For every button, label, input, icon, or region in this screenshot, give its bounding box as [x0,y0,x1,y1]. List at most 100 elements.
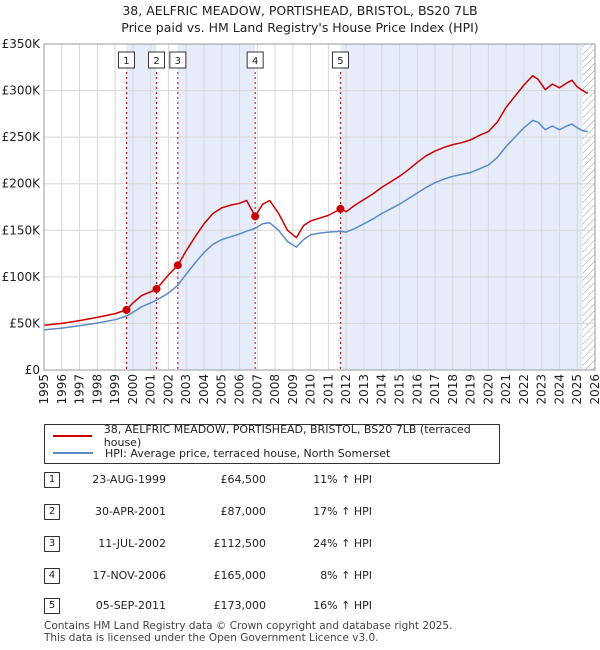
x-tick-label: 2018 [446,374,460,405]
y-tick-label: £50K [9,316,41,330]
sale-number-badge: 4 [44,568,60,584]
y-tick-label: £100K [2,270,42,284]
x-tick-label: 1996 [55,374,69,405]
x-tick-label: 1998 [90,374,104,405]
sale-marker-box-frame [117,51,135,69]
sale-price: £112,500 [213,537,267,550]
sale-point [173,261,182,270]
legend-label-price: 38, AELFRIC MEADOW, PORTISHEAD, BRISTOL,… [103,423,471,449]
y-tick-label: £250K [2,130,42,144]
sale-number-badge: 5 [44,598,60,614]
sale-date: 17-NOV-2006 [92,569,166,582]
sale-row: 5 05-SEP-2011 £173,000 16% ↑ HPI [44,596,584,616]
x-tick-label: 2021 [499,374,513,405]
x-tick-label: 2006 [233,374,247,405]
sale-number-badge: 2 [44,504,60,520]
sale-point [152,284,161,293]
x-tick-label: 2008 [268,374,282,405]
x-tick-label: 2023 [535,374,549,405]
footer: Contains HM Land Registry data © Crown c… [44,620,452,644]
sale-point [122,305,131,314]
sale-number-badge: 3 [44,536,60,552]
x-tick-label: 2004 [197,374,211,405]
x-tick-label: 2000 [126,374,140,405]
legend-item-hpi: HPI: Average price, terraced house, Nort… [53,445,390,461]
sale-point [336,204,345,213]
legend-item-price: 38, AELFRIC MEADOW, PORTISHEAD, BRISTOL,… [53,423,499,449]
y-tick-label: £350K [2,37,42,51]
sale-price: £87,000 [220,505,267,518]
x-tick-label: 2019 [464,374,478,405]
x-tick-label: 2013 [357,374,371,405]
sale-marker-box-frame [148,51,166,69]
hpi-line [43,119,589,331]
legend-label-hpi: HPI: Average price, terraced house, Nort… [105,446,391,460]
title-line-1: 38, AELFRIC MEADOW, PORTISHEAD, BRISTOL,… [122,3,478,18]
y-tick-label: £0 [25,363,40,377]
title-line-2: Price paid vs. HM Land Registry's House … [121,20,479,35]
x-tick-label: 2002 [161,374,175,405]
sale-date: 11-JUL-2002 [98,537,166,550]
x-tick-label: 2016 [410,374,424,405]
shaded-period [177,44,256,370]
sale-row: 4 17-NOV-2006 £165,000 8% ↑ HPI [44,566,584,586]
sale-number-badge: 1 [44,472,60,488]
x-tick-label: 2025 [570,374,584,405]
sale-marker-box: 2 [148,51,166,69]
sale-date: 23-AUG-1999 [92,473,166,486]
sale-marker-box-frame [246,51,264,69]
shaded-periods [126,44,595,370]
x-tick-label: 1995 [37,374,51,405]
future-hatch [582,44,595,370]
x-tick-label: 2003 [179,374,193,405]
sale-marker-box: 3 [169,51,187,69]
y-tick-label: £200K [2,177,42,191]
x-tick-label: 2012 [339,374,353,405]
x-tick-label: 2020 [481,374,495,405]
x-tick-label: 2024 [552,374,566,405]
x-tick-label: 1997 [73,374,87,405]
y-tick-label: £300K [2,84,42,98]
x-tick-label: 1999 [108,374,122,405]
price-chart: 1 2 3 4 5 £0 £50K £100K £150K £200K £250K £300K £35… [2,37,600,405]
sale-point [251,212,260,221]
sale-hpi-delta: 16% ↑ HPI [313,599,372,612]
sale-row: 2 30-APR-2001 £87,000 17% ↑ HPI [44,502,584,522]
x-tick-label: 2022 [517,374,531,405]
x-tick-label: 2011 [321,374,335,405]
x-tick-label: 2017 [428,374,442,405]
x-tick-label: 2026 [588,374,600,405]
sale-date: 30-APR-2001 [94,505,166,518]
sale-marker-number: 5 [337,56,343,67]
sale-marker-box: 4 [246,51,264,69]
x-tick-label: 2015 [392,374,406,405]
sale-row: 1 23-AUG-1999 £64,500 11% ↑ HPI [44,470,584,490]
axes: £0 £50K £100K £150K £200K £250K £300K £350K 1995… [2,37,600,405]
sale-price: £173,000 [213,599,267,612]
footer-licence: This data is licensed under the Open Gov… [44,632,379,644]
legend: 38, AELFRIC MEADOW, PORTISHEAD, BRISTOL,… [44,423,500,464]
sale-hpi-delta: 8% ↑ HPI [320,569,372,582]
sale-marker-number: 4 [252,56,258,67]
sale-price: £165,000 [213,569,267,582]
sale-marker-boxes: 1 2 3 4 5 [117,51,349,69]
sale-hpi-delta: 24% ↑ HPI [313,537,372,550]
x-tick-label: 2010 [304,374,318,405]
sale-marker-number: 3 [175,56,181,67]
x-tick-label: 2007 [250,374,264,405]
footer-copyright: Contains HM Land Registry data © Crown c… [44,620,453,632]
chart-title: 38, AELFRIC MEADOW, PORTISHEAD, BRISTOL,… [0,2,600,36]
sale-price: £64,500 [220,473,267,486]
x-tick-label: 2005 [215,374,229,405]
sale-marker-number: 2 [153,56,159,67]
shaded-period [126,44,157,370]
sale-row: 3 11-JUL-2002 £112,500 24% ↑ HPI [44,534,584,554]
sale-hpi-delta: 11% ↑ HPI [313,473,372,486]
legend-swatch-hpi [53,452,93,454]
sale-marker-box: 5 [331,51,349,69]
x-tick-label: 2001 [144,374,158,405]
x-tick-label: 2009 [286,374,300,405]
sale-marker-box-frame [169,51,187,69]
sale-marker-number: 1 [123,56,129,67]
sale-marker-box-frame [331,51,349,69]
